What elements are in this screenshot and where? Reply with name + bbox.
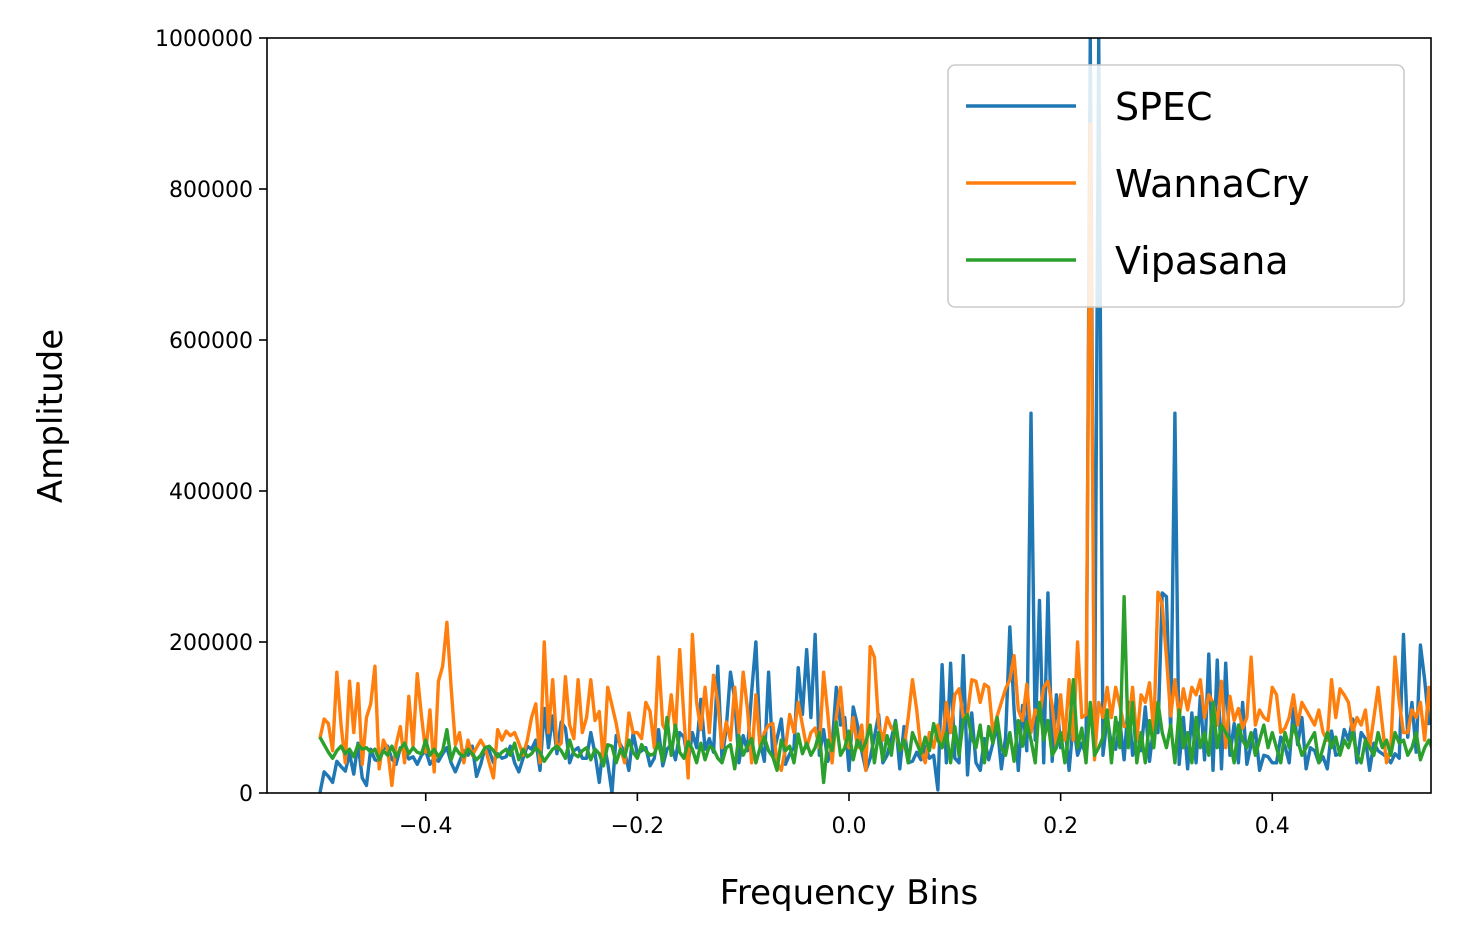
legend-box (947, 64, 1405, 308)
y-tick-label: 200000 (169, 631, 253, 656)
x-tick-label: 0.4 (1255, 814, 1290, 839)
legend: SPEC WannaCry Vipasana (947, 64, 1405, 308)
y-tick-label: 1000000 (155, 27, 253, 52)
y-tick-label: 0 (239, 782, 253, 807)
y-axis: 0 200000 400000 600000 800000 1000000 (155, 27, 267, 807)
x-tick-label: −0.4 (399, 814, 452, 839)
y-tick-label: 400000 (169, 480, 253, 505)
legend-label-spec: SPEC (1115, 85, 1213, 129)
y-tick-label: 800000 (169, 178, 253, 203)
y-axis-label: Amplitude (31, 329, 71, 503)
series-layer (318, 38, 1431, 793)
x-tick-label: −0.2 (611, 814, 664, 839)
x-axis: −0.4 −0.2 0.0 0.2 0.4 (399, 793, 1290, 839)
legend-label-wannacry: WannaCry (1115, 162, 1310, 206)
x-tick-label: 0.2 (1043, 814, 1078, 839)
x-tick-label: 0.0 (832, 814, 867, 839)
y-tick-label: 600000 (169, 329, 253, 354)
x-axis-label: Frequency Bins (720, 873, 979, 913)
series-line-wannacry (318, 122, 1431, 788)
series-line-vipasana (318, 595, 1431, 785)
legend-label-vipasana: Vipasana (1115, 239, 1289, 283)
